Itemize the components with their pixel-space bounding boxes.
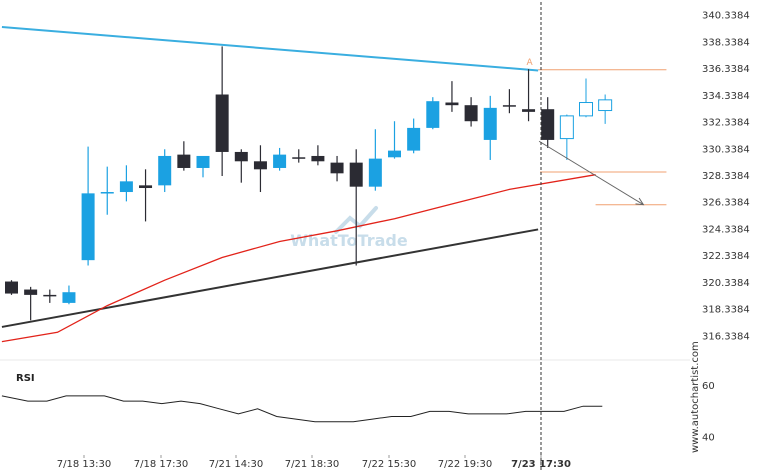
time-tick-label: 7/18 13:30 <box>57 459 111 470</box>
candle <box>5 280 18 295</box>
candle <box>234 149 248 183</box>
candle <box>311 145 325 166</box>
candle-body <box>445 102 459 106</box>
candle <box>522 69 536 122</box>
rsi-title: RSI <box>16 373 35 384</box>
price-tick-label: 324.3384 <box>702 224 750 235</box>
candle-body <box>388 150 401 158</box>
candle-body <box>559 115 574 140</box>
candle-body <box>177 154 191 168</box>
candle-body <box>100 192 114 194</box>
pattern-label: A <box>527 58 534 68</box>
time-tick-label: 7/21 14:30 <box>209 459 263 470</box>
brand-vertical-text: www.autochartist.com <box>690 341 701 453</box>
candle <box>253 145 267 193</box>
candle <box>273 147 287 171</box>
candle <box>502 89 516 114</box>
candle-body <box>5 281 18 294</box>
candle <box>464 97 478 127</box>
candle-body <box>215 94 229 152</box>
candle-body <box>464 105 478 122</box>
candle-body <box>24 289 38 295</box>
price-tick-label: 318.3384 <box>702 305 750 316</box>
candle-body <box>426 101 440 128</box>
candle-body <box>368 158 382 187</box>
candle-body <box>62 292 76 303</box>
candle <box>368 129 382 191</box>
price-tick-label: 340.3384 <box>702 11 750 22</box>
support-trendline <box>1 228 539 328</box>
candle-body <box>311 155 325 162</box>
candle-body <box>407 127 421 151</box>
candle-body <box>253 161 267 170</box>
candle-body <box>81 193 95 261</box>
candle-body <box>502 105 516 107</box>
candle <box>349 149 363 266</box>
resistance-trendline <box>1 26 539 72</box>
candle <box>330 155 344 182</box>
candle <box>196 155 210 178</box>
candle <box>43 289 57 303</box>
candle <box>541 97 555 148</box>
candle-body <box>273 154 287 168</box>
time-tick-label: 7/21 18:30 <box>285 459 339 470</box>
candle <box>24 286 38 321</box>
candle <box>81 146 95 266</box>
price-tick-label: 332.3384 <box>702 118 750 129</box>
price-tick-label: 338.3384 <box>702 37 750 48</box>
candle-body <box>292 157 306 159</box>
candle-body <box>579 102 593 117</box>
price-tick-label: 320.3384 <box>702 278 750 289</box>
candle-body <box>541 109 555 140</box>
time-tick-label: 7/18 17:30 <box>134 459 188 470</box>
candle <box>426 97 440 130</box>
candle-body <box>234 151 248 162</box>
forecast-arrow-line <box>538 140 644 206</box>
moving-average-line <box>1 174 596 343</box>
time-tick-label: 7/22 19:30 <box>438 459 492 470</box>
candle <box>119 165 133 202</box>
candle-body <box>139 185 153 189</box>
candle <box>483 95 497 160</box>
candle <box>407 118 421 154</box>
forecast-arrowhead <box>635 197 645 206</box>
time-tick-label: 7/22 15:30 <box>362 459 416 470</box>
watermark-icon <box>334 206 378 234</box>
price-tick-label: 336.3384 <box>702 64 750 75</box>
watermark-text: WhatToTrade <box>290 231 408 250</box>
rsi-line <box>1 395 603 423</box>
candle-body <box>349 162 363 187</box>
candle-body <box>196 155 210 168</box>
candle <box>292 149 306 163</box>
candle-body <box>158 155 172 186</box>
candle-body <box>43 294 57 297</box>
price-tick-label: 322.3384 <box>702 251 750 262</box>
candle <box>598 94 613 124</box>
candle <box>388 121 401 159</box>
price-tick-label: 328.3384 <box>702 171 750 182</box>
candle <box>62 285 76 305</box>
price-tick-label: 330.3384 <box>702 144 750 155</box>
rsi-tick-label: 40 <box>702 433 715 444</box>
candle-body <box>330 162 344 174</box>
rsi-tick-label: 60 <box>702 381 715 392</box>
candle-body <box>483 107 497 140</box>
price-tick-label: 316.3384 <box>702 331 750 342</box>
price-tick-label: 326.3384 <box>702 198 750 209</box>
candle <box>559 114 574 160</box>
candle <box>100 166 114 215</box>
candle <box>215 46 229 176</box>
candle-body <box>598 99 613 112</box>
time-tick-label: 7/23 17:30 <box>511 459 571 470</box>
candle <box>445 81 459 112</box>
candle <box>139 169 153 222</box>
candle <box>177 141 191 171</box>
candle <box>579 78 593 118</box>
candle-body <box>522 109 536 112</box>
candle-body <box>119 181 133 193</box>
price-tick-label: 334.3384 <box>702 91 750 102</box>
candle <box>158 149 172 193</box>
